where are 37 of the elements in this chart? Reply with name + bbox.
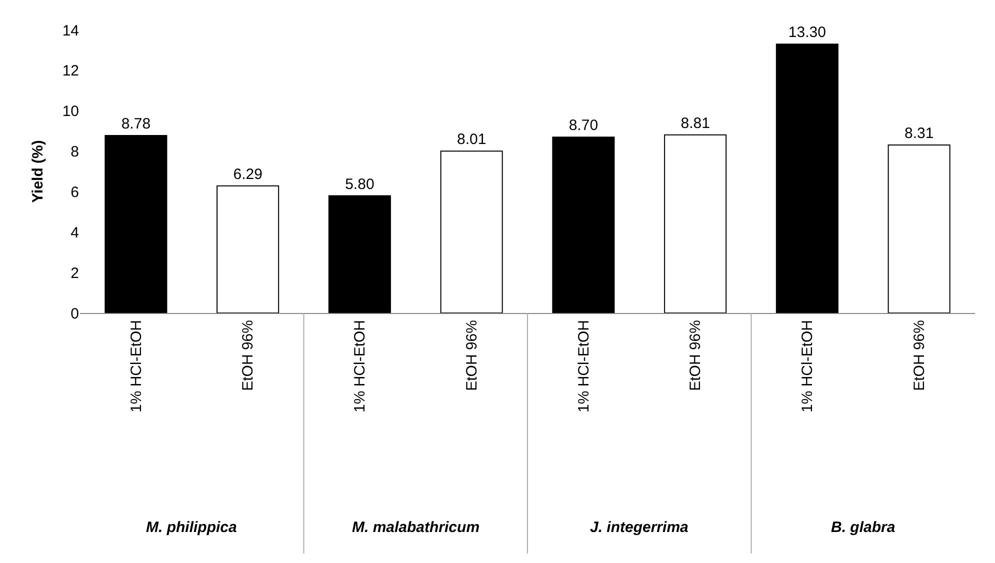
bar — [664, 134, 727, 313]
x-tick-label: 1% HCl-EtOH — [128, 320, 145, 413]
x-tick-label: EtOH 96% — [687, 320, 704, 391]
y-tick-label: 0 — [70, 305, 79, 322]
bar — [888, 144, 950, 313]
y-tick-label: 14 — [62, 22, 79, 40]
bar — [216, 185, 280, 313]
x-tick-label: 1% HCl-EtOH — [799, 320, 816, 413]
y-tick-label: 4 — [70, 224, 79, 242]
data-label: 5.80 — [345, 176, 374, 193]
text: J. integerrima — [590, 519, 688, 536]
x-tick-label: 1% HCl-EtOH — [352, 320, 369, 413]
bar — [552, 136, 615, 313]
x-tick-label: 1% HCl-EtOH — [575, 320, 592, 413]
data-label: 6.29 — [233, 166, 262, 183]
x-tick-label: EtOH 96% — [910, 320, 928, 391]
text: M. philippica — [146, 519, 237, 536]
bar — [104, 135, 168, 313]
y-tick-label: 12 — [62, 62, 79, 80]
y-tick-label: 8 — [70, 144, 79, 161]
data-label: 8.81 — [680, 114, 710, 132]
text: M. malabathricum — [352, 519, 480, 536]
y-tick-label: 2 — [70, 264, 79, 282]
y-tick-label: 6 — [70, 184, 79, 201]
data-label: 8.70 — [568, 117, 598, 134]
data-label: 8.31 — [904, 125, 934, 142]
data-label: 13.30 — [788, 24, 826, 42]
data-label: 8.01 — [456, 131, 486, 148]
bar — [440, 150, 503, 313]
y-axis-title: Yield (%) — [30, 140, 47, 203]
y-tick-label: 10 — [62, 103, 79, 120]
bar — [776, 44, 838, 313]
bar — [328, 195, 391, 313]
text: B. glabra — [831, 519, 896, 536]
x-tick-label: EtOH 96% — [240, 320, 257, 391]
data-label: 8.78 — [121, 116, 151, 133]
x-tick-label: EtOH 96% — [463, 320, 480, 391]
